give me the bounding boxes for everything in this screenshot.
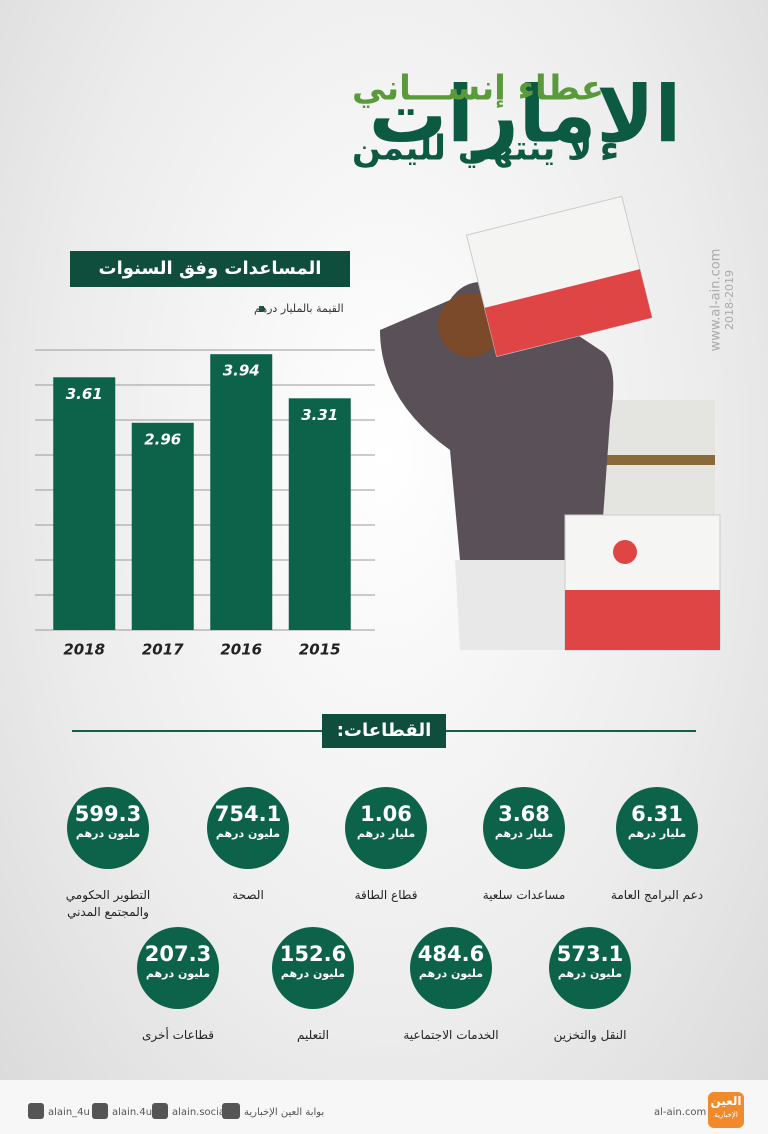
sector-value: 484.6 (417, 942, 485, 966)
site[interactable]: al-ain.com (654, 1107, 707, 1118)
sector-value: 152.6 (279, 942, 347, 966)
sector-circle: 484.6 مليون درهم (410, 927, 492, 1009)
logo-bottom: الإخبارية (714, 1111, 738, 1119)
bar-value-label: 3.61 (66, 385, 103, 403)
sector-circle: 6.31 مليار درهم (616, 787, 698, 869)
sector-label: قطاعات أخرى (142, 1028, 214, 1042)
sector-circle: 1.06 مليار درهم (345, 787, 427, 869)
sector-label: التعليم (297, 1028, 329, 1042)
sector-label: دعم البرامج العامة (610, 888, 704, 902)
watermark-years: 2018-2019 (723, 270, 736, 330)
twitter[interactable]: alain_4u (48, 1107, 90, 1118)
legend-text: القيمة بالمليار درهم (254, 302, 344, 315)
chart-title: المساعدات وفق السنوات (99, 258, 322, 279)
footer-bar (0, 1080, 768, 1134)
chart-title-box (70, 251, 350, 287)
sector-unit: مليار درهم (627, 827, 687, 840)
sector-circle: 3.68 مليار درهم (483, 787, 565, 869)
youtube[interactable]: بوابة العين الإخبارية (244, 1107, 325, 1118)
sector-label: الصحة (232, 888, 264, 902)
sector-label: النقل والتخزين (553, 1028, 627, 1042)
sector-label: الخدمات الاجتماعية (403, 1028, 499, 1042)
bar (210, 354, 273, 630)
sector-unit: مليون درهم (418, 967, 484, 980)
sector-label: قطاع الطاقة (354, 888, 418, 902)
sector-unit: مليار درهم (356, 827, 416, 840)
sector-circle: 152.6 مليون درهم (272, 927, 354, 1009)
sector-value: 6.31 (631, 802, 683, 826)
facebook-icon (152, 1103, 168, 1119)
sector-unit: مليون درهم (75, 827, 141, 840)
sector-value: 1.06 (360, 802, 412, 826)
logo-top: العين (710, 1094, 742, 1108)
sector-unit: مليون درهم (557, 967, 623, 980)
instagram-icon (92, 1103, 108, 1119)
x-tick-label: 2018 (63, 641, 105, 659)
logo: العين الإخبارية (708, 1092, 744, 1128)
bar (53, 377, 116, 630)
sector-value: 754.1 (214, 802, 282, 826)
sector-unit: مليون درهم (215, 827, 281, 840)
x-tick-label: 2016 (220, 641, 262, 659)
youtube-icon (222, 1103, 240, 1119)
facebook[interactable]: alain.social (172, 1107, 228, 1118)
photo (380, 195, 721, 651)
bar (288, 398, 351, 630)
sector-circle: 754.1 مليون درهم (207, 787, 289, 869)
bar-value-label: 3.31 (301, 406, 338, 424)
sectors-title-box (322, 714, 446, 748)
sector-value: 599.3 (74, 802, 142, 826)
sector-label: مساعدات سلعية (482, 888, 566, 902)
sectors-title: القطاعات: (337, 720, 432, 741)
bar-value-label: 3.94 (223, 362, 260, 380)
x-tick-label: 2015 (299, 641, 341, 659)
sector-unit: مليار درهم (494, 827, 554, 840)
twitter-icon (28, 1103, 44, 1119)
sector-value: 207.3 (144, 942, 212, 966)
watermark-site: www.al-ain.com (709, 249, 724, 352)
legend-swatch (259, 306, 264, 311)
bar-value-label: 2.96 (144, 430, 181, 448)
sector-circle: 599.3 مليون درهم (67, 787, 149, 869)
sector-value: 3.68 (498, 802, 550, 826)
sector-unit: مليون درهم (280, 967, 346, 980)
bar (131, 422, 194, 630)
sector-label: التطوير الحكومي والمجتمع المدني (65, 888, 151, 919)
x-tick-label: 2017 (142, 641, 184, 659)
sector-circle: 573.1 مليون درهم (549, 927, 631, 1009)
sector-circle: 207.3 مليون درهم (137, 927, 219, 1009)
instagram[interactable]: alain.4u (112, 1107, 153, 1118)
headline-1: عطاء إنســـاني (352, 69, 604, 109)
brand-title: الإمارات (369, 70, 681, 161)
sector-value: 573.1 (556, 942, 624, 966)
headline-2: لا ينتهي لليمن (352, 129, 592, 169)
sector-unit: مليون درهم (145, 967, 211, 980)
